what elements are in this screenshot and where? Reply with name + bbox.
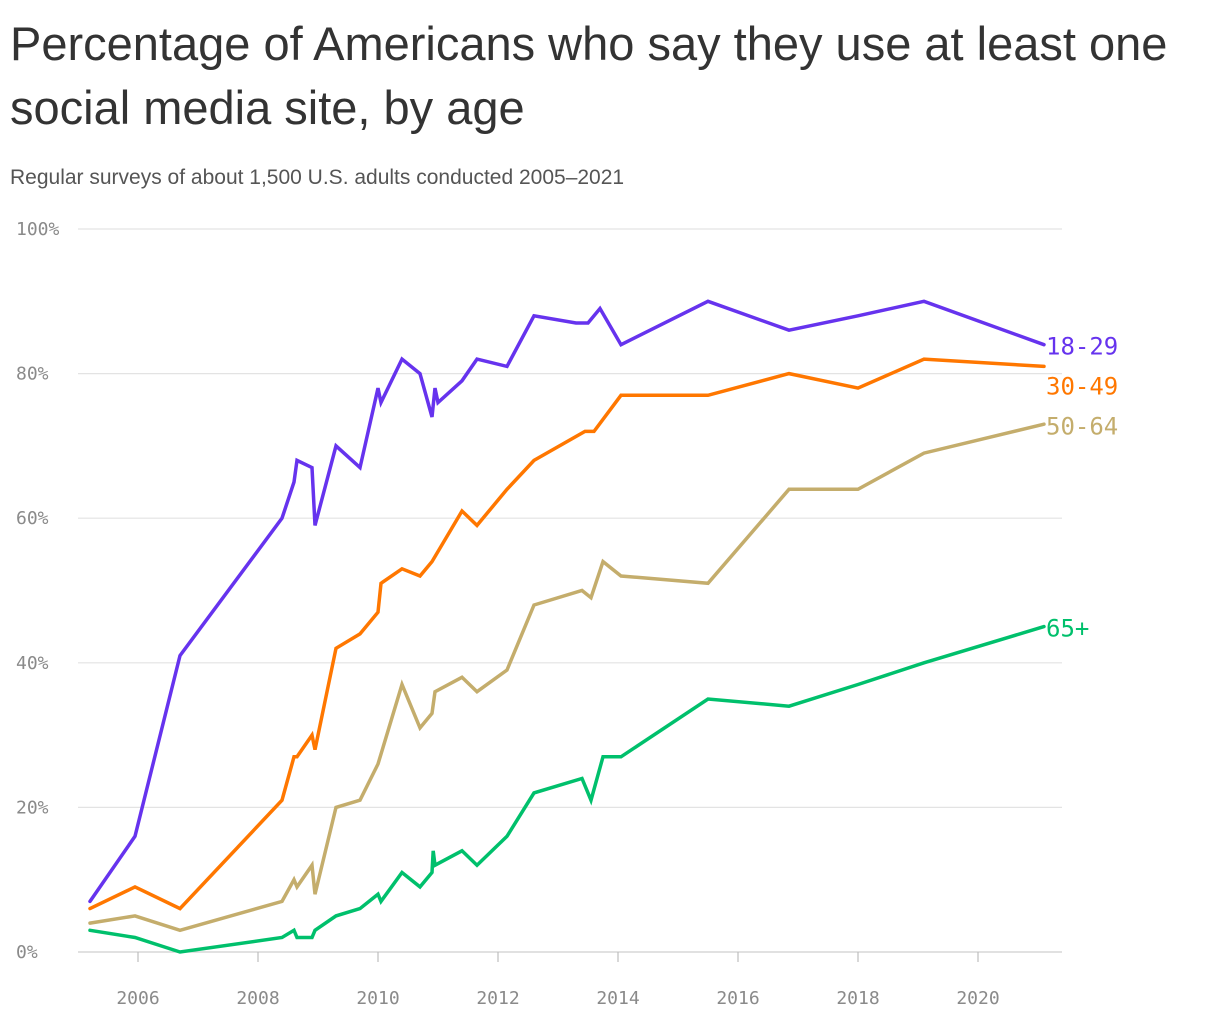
x-tick-label: 2010 (356, 988, 399, 1009)
chart-title: Percentage of Americans who say they use… (10, 17, 1168, 134)
x-tick-label: 2020 (956, 988, 999, 1009)
series-label-50-64: 50-64 (1046, 413, 1118, 441)
series-labels: 18-29 30-49 50-64 65+ (1046, 333, 1118, 643)
x-tick-label: 2006 (116, 988, 159, 1009)
gridlines (78, 228, 1062, 953)
series-line-50-64 (88, 422, 1046, 933)
y-tick-label: 0% (16, 942, 38, 963)
series-label-65plus: 65+ (1046, 615, 1089, 643)
y-tick-label: 100% (16, 219, 60, 240)
series-line-30-49 (88, 357, 1046, 911)
x-tick-label: 2018 (836, 988, 879, 1009)
y-tick-label: 40% (16, 653, 49, 674)
y-tick-label: 20% (16, 797, 49, 818)
series-line-65plus (88, 624, 1046, 954)
y-axis: 0% 20% 40% 60% 80% 100% (16, 219, 60, 963)
chart-subtitle: Regular surveys of about 1,500 U.S. adul… (10, 166, 625, 189)
y-tick-label: 80% (16, 364, 49, 385)
x-tick-label: 2012 (476, 988, 519, 1009)
series-label-18-29: 18-29 (1046, 333, 1118, 361)
x-axis: 2006 2008 2010 2012 2014 2016 2018 2020 (116, 952, 1000, 1009)
x-tick-label: 2014 (596, 988, 639, 1009)
x-tick-label: 2008 (236, 988, 279, 1009)
series-lines (88, 299, 1046, 954)
series-label-30-49: 30-49 (1046, 373, 1118, 401)
x-tick-label: 2016 (716, 988, 759, 1009)
series-line-18-29 (88, 299, 1046, 904)
y-tick-label: 60% (16, 508, 49, 529)
